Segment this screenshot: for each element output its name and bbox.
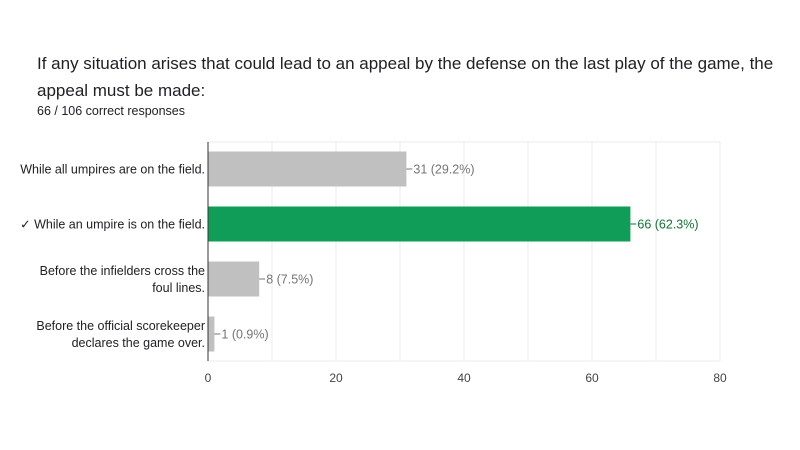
bar: [208, 316, 215, 352]
data-label: 31 (29.2%): [413, 163, 474, 177]
category-label: Before the official scorekeeper: [36, 319, 205, 333]
x-tick-label: 20: [329, 371, 343, 385]
x-tick-label: 60: [585, 371, 599, 385]
correct-responses-count: 66 / 106 correct responses: [37, 104, 185, 118]
data-label: 1 (0.9%): [221, 328, 268, 342]
category-label: Before the infielders cross the: [40, 264, 205, 278]
data-label: 8 (7.5%): [266, 273, 313, 287]
bar: [208, 206, 631, 242]
x-tick-label: 0: [205, 371, 212, 385]
x-tick-label: 40: [457, 371, 471, 385]
question-title: If any situation arises that could lead …: [37, 54, 774, 100]
category-label: declares the game over.: [72, 336, 205, 350]
x-tick-label: 80: [713, 371, 727, 385]
category-label: foul lines.: [152, 281, 205, 295]
bar: [208, 261, 260, 297]
bar: [208, 151, 407, 187]
category-label: ✓ While an umpire is on the field.: [20, 218, 205, 232]
data-label: 66 (62.3%): [637, 218, 698, 232]
category-label: While all umpires are on the field.: [20, 163, 205, 177]
